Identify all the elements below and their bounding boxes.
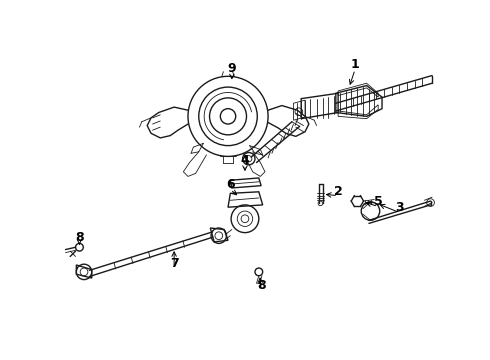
- Text: 4: 4: [241, 154, 249, 167]
- Text: 6: 6: [226, 178, 235, 192]
- Text: 8: 8: [257, 279, 266, 292]
- Text: 9: 9: [227, 62, 236, 75]
- Text: 5: 5: [374, 195, 383, 208]
- Text: 1: 1: [351, 58, 360, 71]
- Text: 7: 7: [170, 257, 178, 270]
- Text: 8: 8: [75, 231, 84, 244]
- Text: 2: 2: [334, 185, 343, 198]
- Text: 3: 3: [395, 202, 404, 215]
